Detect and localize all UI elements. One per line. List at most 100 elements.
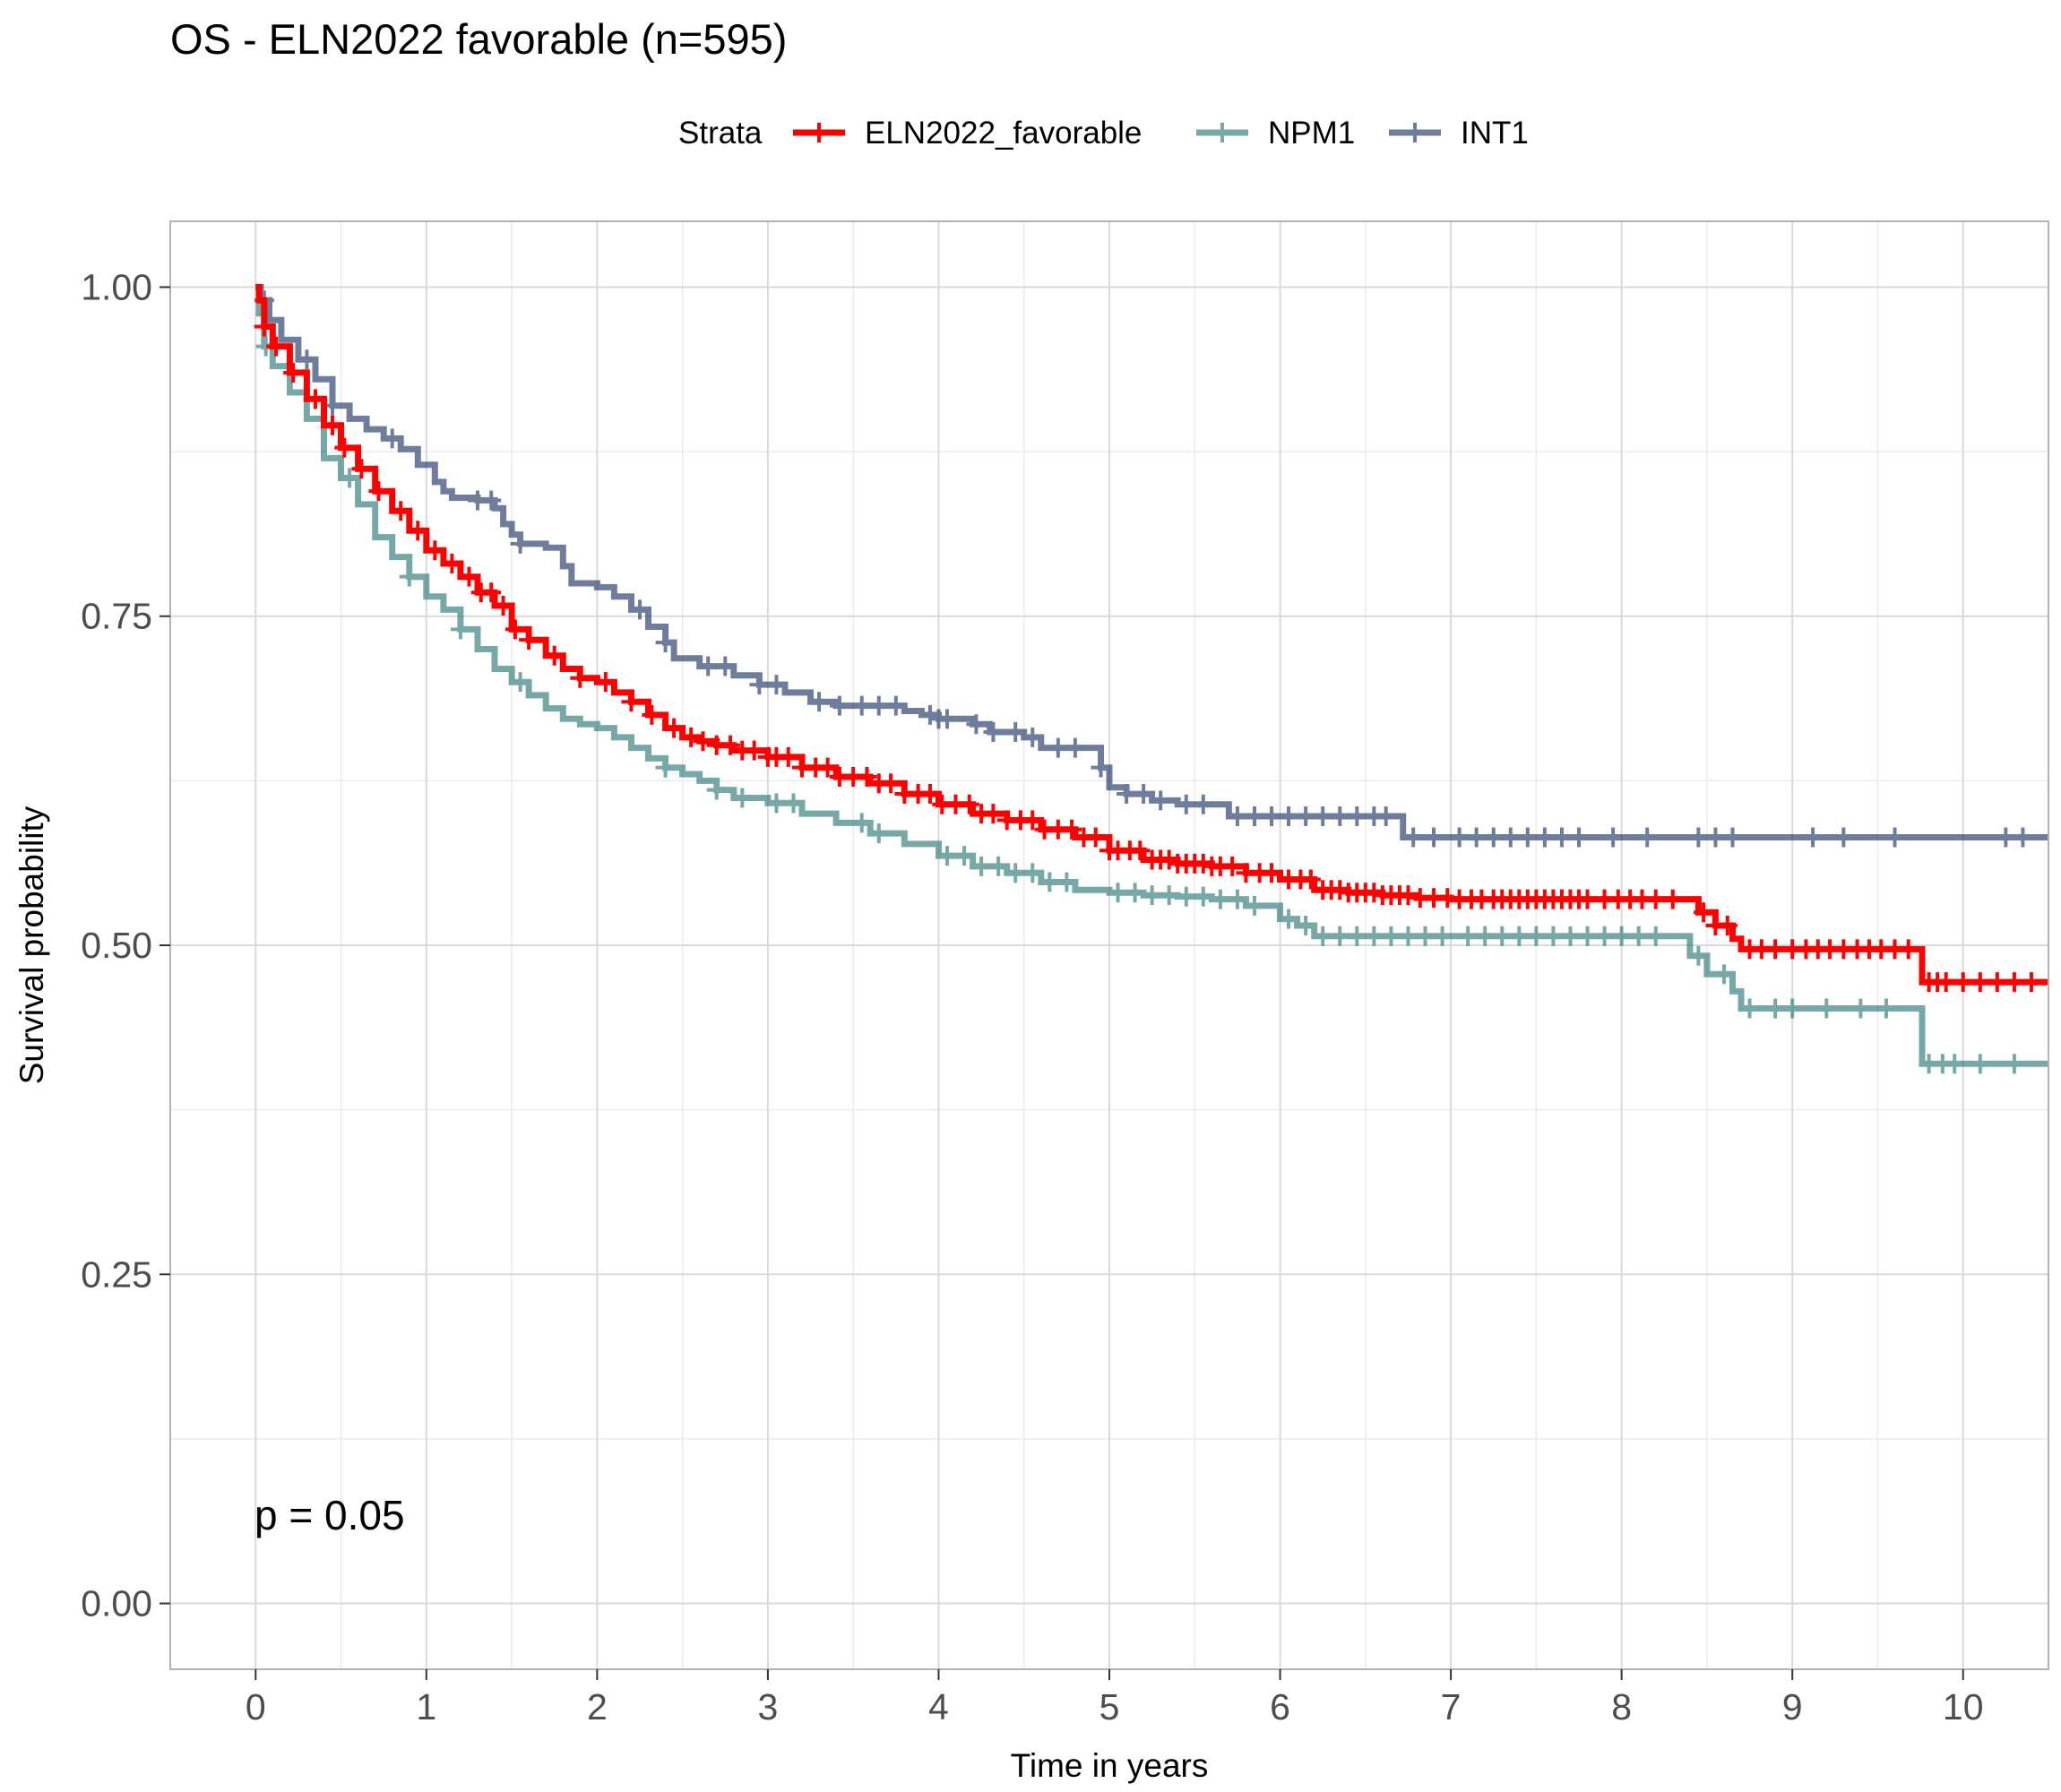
censor-mark xyxy=(1151,790,1171,811)
censor-mark xyxy=(621,692,642,712)
censor-mark xyxy=(1594,926,1615,946)
censor-mark xyxy=(1517,827,1538,848)
censor-mark xyxy=(698,656,719,676)
censor-mark xyxy=(1022,810,1043,831)
censor-mark xyxy=(1970,972,1990,993)
y-tick-label: 0.25 xyxy=(81,1254,152,1295)
censor-mark xyxy=(1415,926,1436,946)
censor-mark xyxy=(254,316,274,337)
grid-major xyxy=(170,221,2048,1669)
censor-mark xyxy=(1227,806,1247,827)
censor-mark xyxy=(504,619,525,640)
x-axis-title: Time in years xyxy=(1011,1747,1209,1784)
censor-mark xyxy=(1876,998,1896,1019)
censor-mark xyxy=(1056,872,1077,892)
censor-mark xyxy=(1125,883,1145,903)
censor-mark xyxy=(766,675,787,695)
series-INT1 xyxy=(254,284,2048,848)
censor-mark xyxy=(1048,737,1068,758)
censor-mark xyxy=(519,630,539,650)
y-tick-label: 0.75 xyxy=(81,596,152,637)
censor-mark xyxy=(1492,926,1513,946)
censor-mark xyxy=(1803,827,1824,848)
censor-mark xyxy=(1850,998,1871,1019)
censor-mark xyxy=(1833,827,1854,848)
censor-mark xyxy=(1296,915,1316,935)
y-axis-title: Survival probability xyxy=(13,806,50,1084)
censor-mark xyxy=(283,362,304,383)
censor-mark xyxy=(1551,827,1572,848)
censor-mark xyxy=(382,428,402,449)
legend-key-cross xyxy=(1212,123,1232,142)
censor-mark xyxy=(744,740,764,761)
censor-mark xyxy=(1210,889,1230,909)
x-tick-label: 10 xyxy=(1943,1686,1984,1727)
censor-mark xyxy=(408,521,428,541)
censor-mark xyxy=(266,336,287,357)
censor-mark xyxy=(399,566,419,587)
p-value-annotation: p = 0.05 xyxy=(254,1492,405,1538)
censor-mark xyxy=(1628,926,1649,946)
censor-mark xyxy=(857,766,877,787)
legend-key-cross xyxy=(809,123,829,142)
censor-mark xyxy=(368,481,389,502)
censor-mark xyxy=(1364,926,1384,946)
censor-mark xyxy=(1449,827,1470,848)
censor-mark xyxy=(1381,926,1401,946)
y-tick-label: 0.50 xyxy=(81,925,152,966)
legend-key-cross xyxy=(1405,123,1425,142)
censor-mark xyxy=(1193,886,1213,907)
censor-mark xyxy=(1970,1054,1990,1074)
censor-mark xyxy=(630,599,650,620)
censor-mark xyxy=(1062,819,1082,840)
censor-mark xyxy=(885,695,906,716)
censor-mark xyxy=(1134,784,1154,805)
censor-mark xyxy=(450,619,470,640)
censor-mark xyxy=(340,468,360,488)
censor-mark xyxy=(1713,964,1734,985)
y-axis: 0.00 0.25 0.50 0.75 1.00 xyxy=(81,266,170,1624)
censor-mark xyxy=(510,672,530,693)
censor-mark xyxy=(1945,1054,1965,1074)
censor-mark xyxy=(766,793,787,814)
censor-mark xyxy=(2013,827,2033,848)
x-tick-label: 6 xyxy=(1270,1686,1290,1727)
y-tick-label: 0.00 xyxy=(81,1583,152,1624)
censor-mark xyxy=(809,692,830,712)
censor-mark xyxy=(1577,926,1598,946)
censor-mark xyxy=(1475,926,1496,946)
censor-mark xyxy=(481,490,502,511)
censor-mark xyxy=(1898,939,1919,960)
censor-mark xyxy=(749,675,770,695)
censor-mark xyxy=(570,668,591,688)
censor-mark xyxy=(1603,827,1624,848)
censor-mark xyxy=(1483,827,1504,848)
y-tick-label: 1.00 xyxy=(81,266,152,307)
legend-label: INT1 xyxy=(1461,116,1529,151)
censor-mark xyxy=(1403,827,1424,848)
x-axis: 0 1 2 3 4 5 6 7 8 9 10 xyxy=(246,1669,1984,1727)
censor-mark xyxy=(1765,998,1786,1019)
censor-mark xyxy=(1645,889,1666,909)
censor-mark xyxy=(706,780,727,800)
x-tick-label: 5 xyxy=(1099,1686,1120,1727)
censor-mark xyxy=(1705,827,1726,848)
censor-mark xyxy=(1065,737,1085,758)
censor-mark xyxy=(1300,869,1321,890)
censor-mark xyxy=(425,540,445,561)
legend: Strata ELN2022_favorable NPM1 INT1 xyxy=(678,116,1529,151)
censor-mark xyxy=(1782,998,1803,1019)
censor-mark xyxy=(681,727,702,747)
censor-mark xyxy=(1398,885,1419,906)
censor-mark xyxy=(1398,926,1419,946)
censor-mark xyxy=(1543,926,1564,946)
censor-mark xyxy=(783,793,804,814)
censor-mark xyxy=(493,595,513,616)
censor-mark xyxy=(988,856,1009,876)
censor-mark xyxy=(442,553,462,573)
censor-mark xyxy=(936,709,957,729)
x-tick-label: 8 xyxy=(1611,1686,1632,1727)
censor-mark xyxy=(297,349,317,370)
censor-mark xyxy=(1227,889,1247,909)
censor-mark xyxy=(1424,827,1444,848)
